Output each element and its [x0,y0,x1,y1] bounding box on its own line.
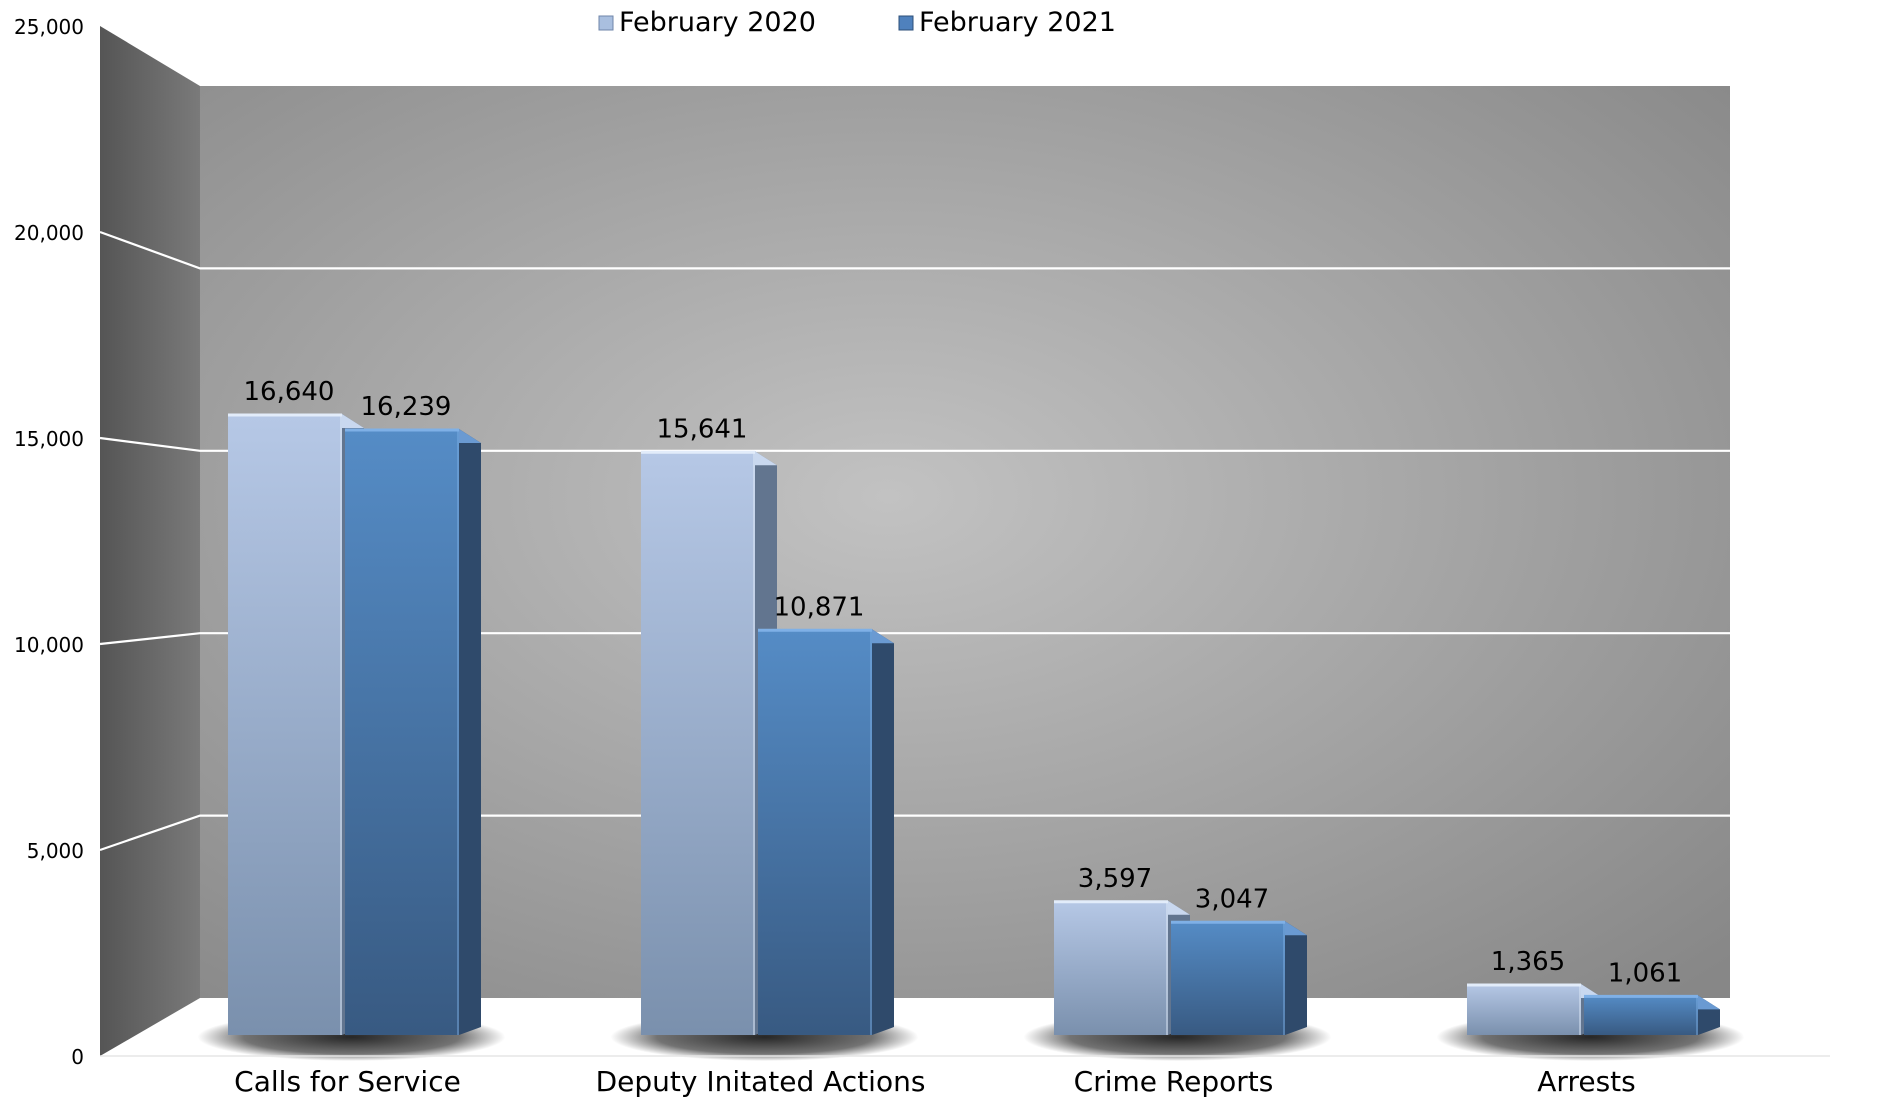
legend-swatch-february-2021 [898,15,914,31]
x-tick-label-calls-for-service: Calls for Service [234,1065,461,1098]
legend: February 2020 February 2021 [598,7,1116,38]
x-tick-label-arrests: Arrests [1537,1065,1635,1098]
y-tick-label-15000: 15,000 [14,427,84,451]
legend-label-february-2021: February 2021 [919,7,1116,38]
bar-february-2021-deputy-initated-actions [758,628,894,1035]
y-tick-label-5000: 5,000 [27,839,84,863]
bar-february-2021-deputy-initated-actions-side [872,629,894,1035]
bar-february-2021-arrests [1584,994,1720,1035]
data-label-february-2021-crime-reports: 3,047 [1195,884,1269,914]
x-tick-label-crime-reports: Crime Reports [1074,1065,1274,1098]
bar-february-2021-crime-reports-side [1285,921,1307,1035]
gridlines [99,230,1730,852]
data-label-february-2021-calls-for-service: 16,239 [361,392,452,422]
bar-february-2021-crime-reports-front [1171,921,1285,1035]
bar-february-2021-arrests-front [1584,995,1698,1035]
bar-february-2020-deputy-initated-actions-front [641,451,755,1035]
bar-february-2020-deputy-initated-actions [641,450,777,1035]
bar-february-2021-calls-for-service [345,428,481,1035]
bars: 16,640 16,239 15,641 10,871 3,597 3,047 1,365 1… [197,377,1745,1061]
bar-february-2021-crime-reports [1171,920,1307,1035]
data-label-february-2020-deputy-initated-actions: 15,641 [657,414,748,444]
data-label-february-2020-arrests: 1,365 [1491,947,1565,977]
bar-february-2020-calls-for-service-front [228,413,342,1035]
data-label-february-2020-crime-reports: 3,597 [1078,864,1152,894]
gridline-10000 [99,632,1730,646]
data-label-february-2021-arrests: 1,061 [1608,958,1682,988]
left-side-wall [100,26,200,1056]
bar-february-2020-crime-reports [1054,900,1190,1035]
y-tick-label-25000: 25,000 [14,15,84,39]
bar-february-2021-deputy-initated-actions-front [758,629,872,1035]
gridline-15000 [99,436,1730,452]
y-tick-label-0: 0 [71,1045,84,1069]
data-label-february-2021-deputy-initated-actions: 10,871 [774,592,865,622]
gridline-5000 [99,814,1730,852]
bar-february-2020-calls-for-service [228,413,364,1035]
y-tick-label-20000: 20,000 [14,221,84,245]
legend-swatch-february-2020 [598,15,614,31]
data-label-february-2020-calls-for-service: 16,640 [244,377,335,407]
legend-label-february-2020: February 2020 [619,7,816,38]
bar-february-2021-calls-for-service-side [459,428,481,1035]
gridline-20000 [99,230,1730,270]
x-axis-labels: Calls for Service Deputy Initated Actions… [234,1065,1636,1098]
y-tick-label-10000: 10,000 [14,633,84,657]
bar-february-2020-arrests [1467,983,1603,1035]
bar-february-2020-arrests-front [1467,984,1581,1035]
y-axis-ticks: 0 5,000 10,000 15,000 20,000 25,000 [14,15,84,1069]
x-tick-label-deputy-initated-actions: Deputy Initated Actions [596,1065,926,1098]
bar-february-2020-crime-reports-front [1054,900,1168,1035]
bar-february-2021-calls-for-service-front [345,428,459,1035]
